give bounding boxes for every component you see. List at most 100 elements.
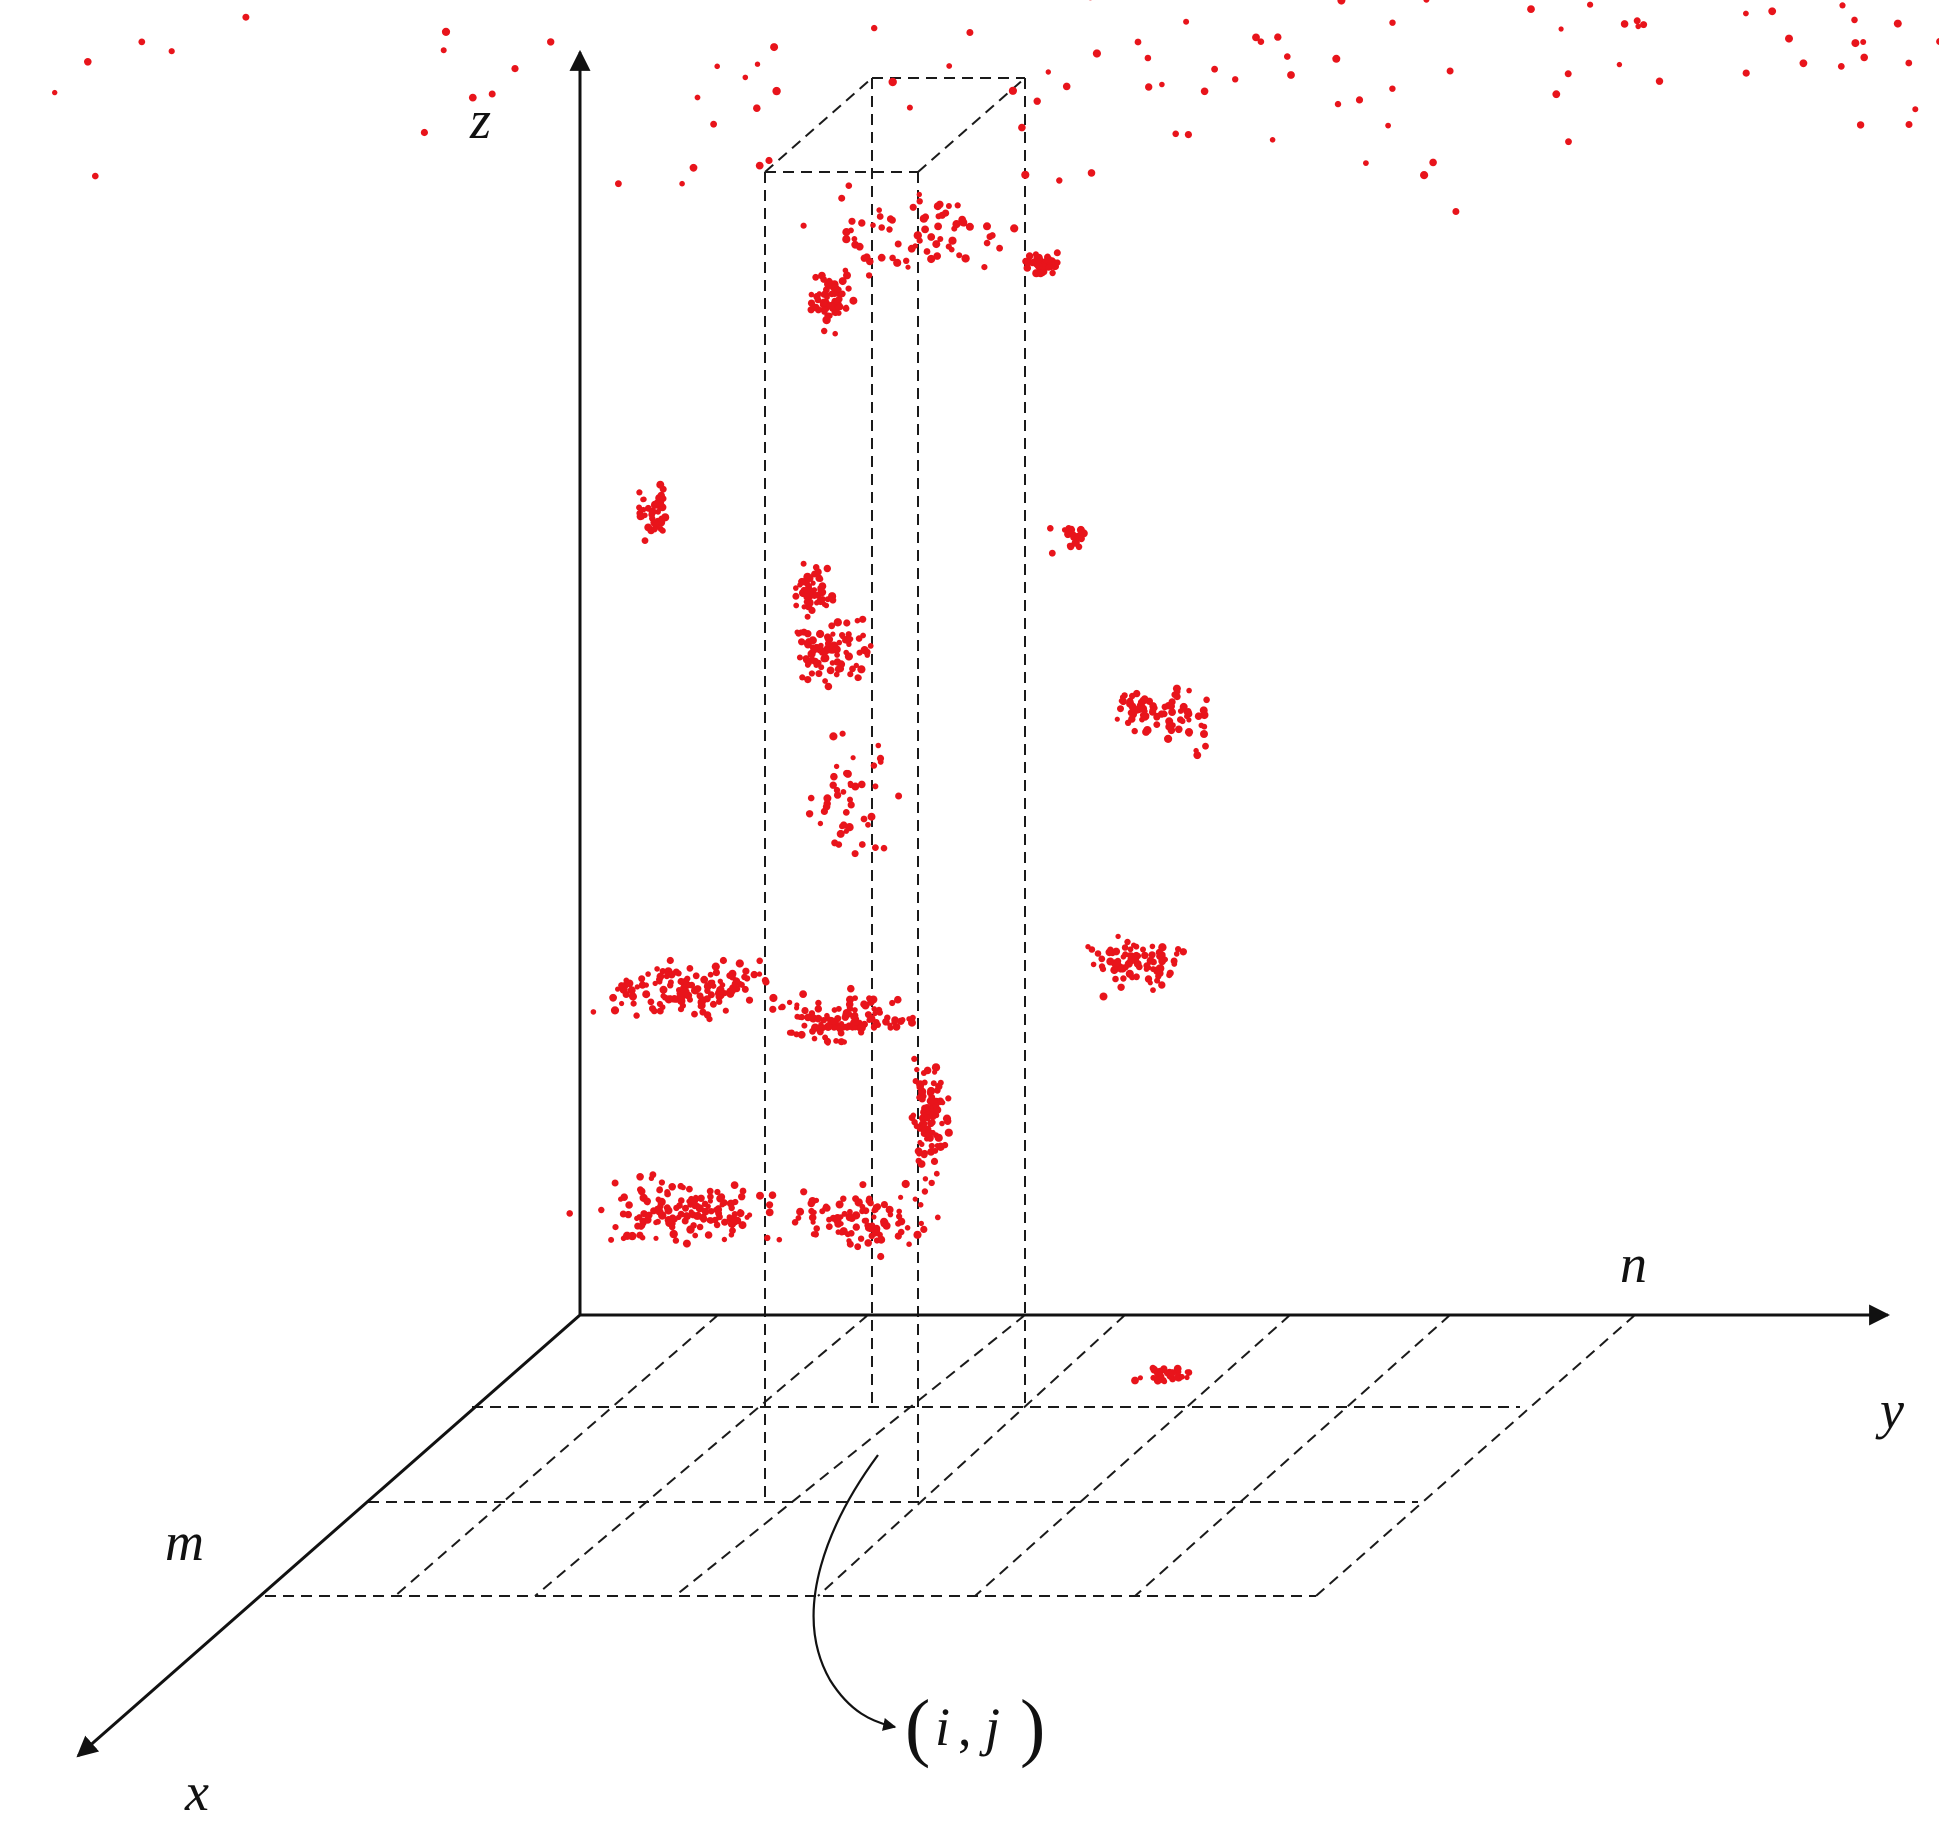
point-mark <box>778 1005 783 1010</box>
point-mark <box>684 976 690 982</box>
cell-index-j: j <box>979 1697 1000 1757</box>
grid-col-line <box>535 1315 868 1596</box>
point-mark <box>996 245 1003 252</box>
point-mark <box>858 219 865 226</box>
point-mark <box>1070 534 1076 540</box>
point-mark <box>1171 958 1178 965</box>
point-mark <box>743 75 749 81</box>
point-mark <box>1635 24 1641 30</box>
point-mark <box>1085 944 1090 949</box>
point-mark <box>832 331 838 337</box>
point-mark <box>913 1231 921 1239</box>
point-mark <box>1857 121 1864 128</box>
point-mark <box>683 981 691 989</box>
point-mark <box>847 1011 853 1017</box>
column-edge <box>918 78 1025 172</box>
point-mark <box>1153 721 1160 728</box>
point-mark <box>839 1021 845 1027</box>
point-mark <box>1114 959 1121 966</box>
point-mark <box>747 1212 752 1217</box>
point-mark <box>1158 957 1166 965</box>
point-mark <box>698 1002 706 1010</box>
point-mark <box>1122 944 1129 951</box>
point-mark <box>1067 543 1073 549</box>
point-mark <box>691 1198 698 1205</box>
point-mark <box>1131 705 1138 712</box>
point-mark <box>1839 2 1845 8</box>
point-mark <box>1150 987 1156 993</box>
point-mark <box>918 1160 926 1168</box>
point-mark <box>935 1215 941 1221</box>
point-mark <box>847 1005 853 1011</box>
point-mark <box>1179 1374 1185 1380</box>
point-mark <box>1150 944 1156 950</box>
point-mark <box>867 1200 874 1207</box>
point-mark <box>714 64 720 70</box>
point-mark <box>1894 20 1902 28</box>
point-mark <box>889 255 896 262</box>
point-mark <box>934 1171 940 1177</box>
point-mark <box>511 65 518 72</box>
point-mark <box>657 1198 665 1206</box>
point-mark <box>693 972 700 979</box>
point-mark <box>922 1080 928 1086</box>
point-mark <box>949 247 955 253</box>
point-mark <box>1337 0 1345 5</box>
cell-index-i: i <box>935 1697 950 1757</box>
point-mark <box>824 294 830 300</box>
point-mark <box>714 1189 720 1195</box>
point-mark <box>1200 730 1208 738</box>
point-mark <box>937 1135 943 1141</box>
point-mark <box>704 1011 711 1018</box>
point-mark <box>939 1121 945 1127</box>
point-mark <box>814 1015 822 1023</box>
point-mark <box>668 971 676 979</box>
point-mark <box>1211 66 1218 73</box>
point-mark <box>827 302 835 310</box>
point-mark <box>766 1209 774 1217</box>
point-mark <box>441 47 447 53</box>
point-mark <box>1164 735 1172 743</box>
point-mark <box>620 1211 627 1218</box>
point-mark <box>1135 39 1142 46</box>
point-mark <box>729 1232 735 1238</box>
point-mark <box>894 996 902 1004</box>
point-mark <box>642 990 650 998</box>
point-mark <box>683 1212 690 1219</box>
point-mark <box>1851 39 1859 47</box>
axes <box>78 52 1888 1756</box>
point-mark <box>830 773 838 781</box>
point-mark <box>710 1001 717 1008</box>
point-mark <box>1047 525 1054 532</box>
point-mark <box>1232 76 1238 82</box>
point-mark <box>766 1201 773 1208</box>
point-mark <box>1356 96 1363 103</box>
x-axis-line <box>78 1315 580 1756</box>
point-mark <box>943 1115 951 1123</box>
point-mark <box>660 505 665 510</box>
point-mark <box>757 971 762 976</box>
point-mark <box>692 1233 698 1239</box>
point-mark <box>808 1200 816 1208</box>
point-mark <box>1180 718 1186 724</box>
point-mark <box>1363 160 1369 166</box>
point-mark <box>823 803 831 811</box>
point-mark <box>713 969 720 976</box>
point-mark <box>915 1147 923 1155</box>
point-mark <box>945 1095 951 1101</box>
point-mark <box>914 1067 919 1072</box>
x-axis-label: x <box>184 1762 209 1822</box>
point-mark <box>908 1019 916 1027</box>
point-mark <box>923 1176 928 1181</box>
point-mark <box>812 658 819 665</box>
z-axis-label: z <box>469 90 491 150</box>
point-mark <box>1159 82 1165 88</box>
point-mark <box>806 810 813 817</box>
point-mark <box>1185 1369 1190 1374</box>
point-mark <box>929 1180 935 1186</box>
point-mark <box>92 173 99 180</box>
point-mark <box>847 985 855 993</box>
point-mark <box>848 218 855 225</box>
point-mark <box>936 213 942 219</box>
point-mark <box>1129 974 1135 980</box>
